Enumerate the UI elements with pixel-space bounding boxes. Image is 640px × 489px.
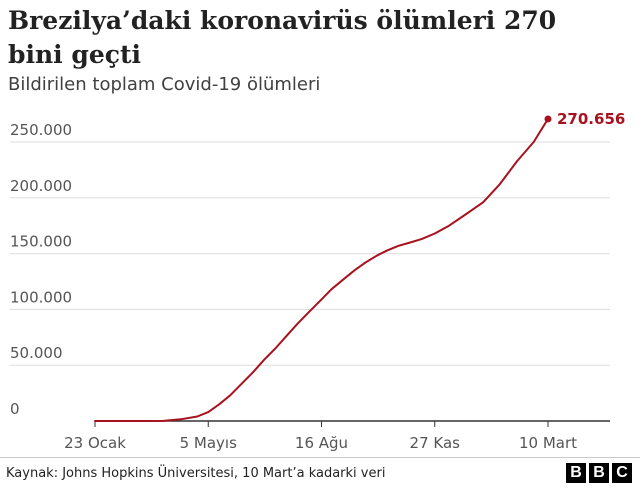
bbc-logo: B B C bbox=[566, 463, 632, 483]
x-tick-label: 5 Mayıs bbox=[180, 434, 237, 452]
x-tick-label: 27 Kas bbox=[410, 434, 461, 452]
chart-title: Brezilya’daki koronavirüs ölümleri 270 b… bbox=[8, 6, 557, 69]
logo-letter: B bbox=[566, 463, 586, 483]
y-tick-label: 50.000 bbox=[10, 344, 63, 362]
end-value-label: 270.656 bbox=[557, 110, 625, 128]
gridlines bbox=[10, 141, 610, 366]
y-tick-label: 150.000 bbox=[10, 233, 72, 251]
y-tick-label: 100.000 bbox=[10, 288, 72, 306]
series-line bbox=[94, 117, 549, 422]
tick-labels: 0 50.000 100.000 150.000 200.000 250.000 23 Oc… bbox=[10, 121, 577, 452]
x-tick-label: 23 Ocak bbox=[64, 434, 126, 452]
line-chart: 0 50.000 100.000 150.000 200.000 250.000 23 Oc… bbox=[10, 110, 625, 452]
source-note: Kaynak: Johns Hopkins Üniversitesi, 10 M… bbox=[6, 466, 386, 481]
end-point-marker bbox=[544, 115, 552, 123]
x-tick-label: 10 Mart bbox=[519, 434, 577, 452]
footer-divider bbox=[0, 457, 640, 458]
x-tick-label: 16 Ağu bbox=[295, 434, 348, 452]
series-layer: 270.656 bbox=[94, 110, 625, 422]
logo-letter: B bbox=[589, 463, 609, 483]
chart-subtitle: Bildirilen toplam Covid-19 ölümleri bbox=[8, 74, 321, 95]
logo-letter: C bbox=[612, 463, 632, 483]
y-tick-label: 200.000 bbox=[10, 177, 72, 195]
axes bbox=[94, 420, 610, 427]
y-tick-label: 250.000 bbox=[10, 121, 72, 139]
y-tick-label: 0 bbox=[10, 400, 20, 418]
